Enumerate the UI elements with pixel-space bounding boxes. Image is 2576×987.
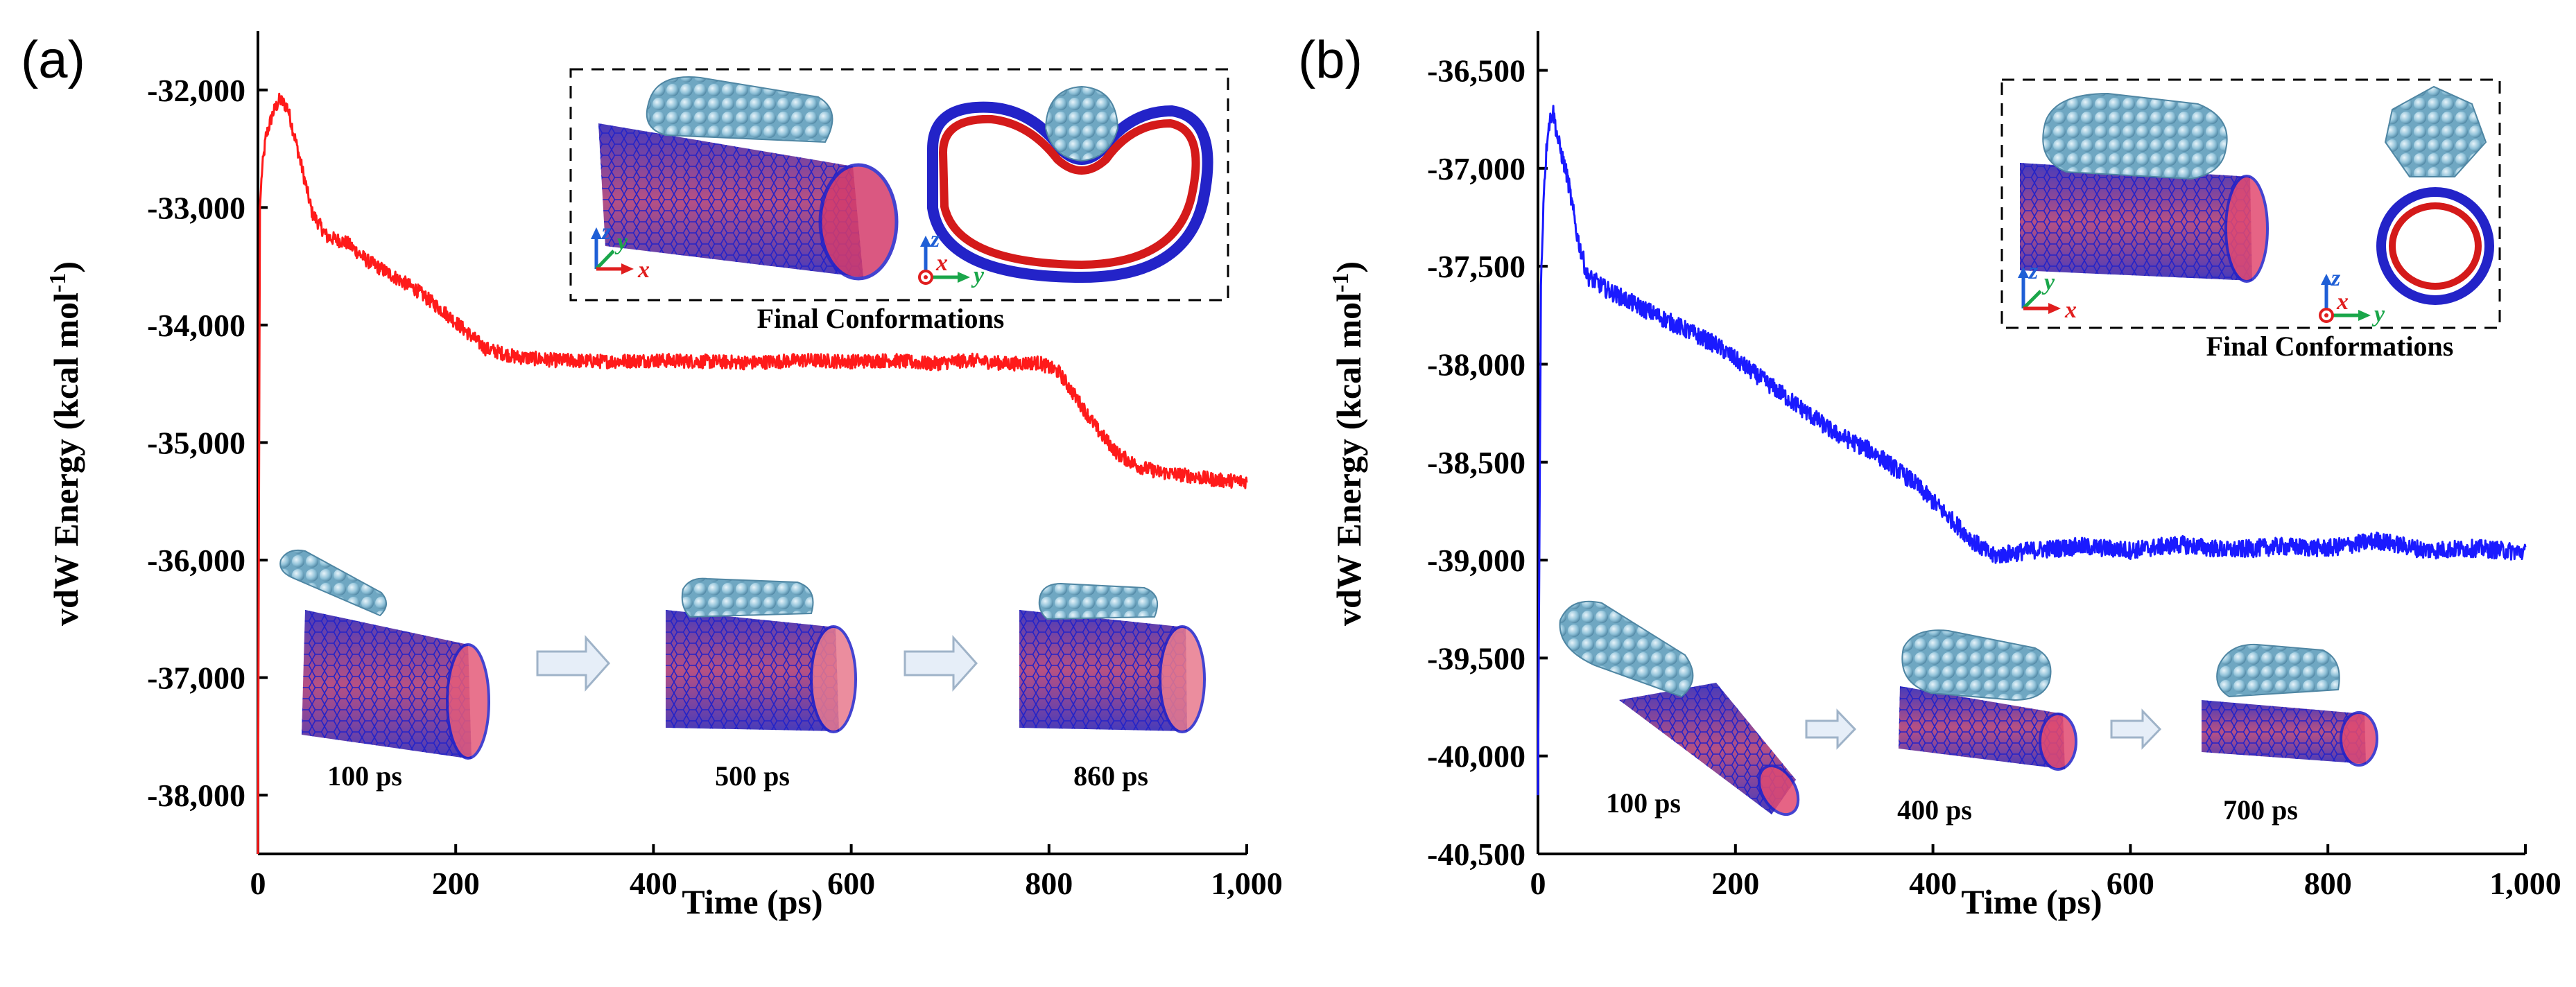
series-line <box>257 92 1248 855</box>
snapshot-100ps: 100 ps <box>1559 600 1800 819</box>
snapshot-label: 100 ps <box>327 760 402 792</box>
x-tick-label: 800 <box>1025 866 1073 901</box>
y-axis-title: vdW Energy (kcal mol-1) <box>45 261 85 626</box>
x-axis-title: Time (ps) <box>682 882 822 921</box>
axis-y-label: y <box>971 263 985 288</box>
snapshot-label: 500 ps <box>715 760 790 792</box>
snapshot-label: 400 ps <box>1897 794 1972 826</box>
y-tick-label: -38,500 <box>1427 445 1525 480</box>
axis-x-label: x <box>637 257 650 283</box>
y-tick-labels: -40,500 -40,000 -39,500 -39,000 -38,500 -38,0… <box>1427 53 1525 872</box>
snapshot-sequence: 100 ps 500 ps 860 ps <box>279 549 1206 792</box>
axis-z-label: z <box>930 227 940 252</box>
axis-y-label: y <box>614 229 628 255</box>
x-tick-label: 0 <box>1530 866 1546 901</box>
axis-z-label: z <box>2331 265 2341 291</box>
axis-x-label: x <box>2336 289 2349 315</box>
inset-tube-cross-section <box>927 85 1213 283</box>
x-axis-title: Time (ps) <box>1961 882 2102 921</box>
axis-x-label: x <box>2064 297 2077 323</box>
panel-b: (b) -40,500-40,000-39,500-39,000-38,500-… <box>1298 30 2561 921</box>
inset-caption: Final Conformations <box>2206 331 2454 362</box>
inset-final-conformations: z y x z x y Final Conformations <box>569 68 1229 334</box>
y-tick-label: -39,500 <box>1427 640 1525 676</box>
snapshot-860ps: 860 ps <box>1019 582 1206 792</box>
x-tick-labels: 0 200 400 600 800 1,000 <box>250 866 1283 901</box>
x-tick-label: 600 <box>827 866 875 901</box>
inset-caption: Final Conformations <box>757 303 1005 334</box>
panel-label: (b) <box>1298 30 1363 89</box>
plot-area: -38,000 -37,000 -36,000 -35,000 -34,000 -33,0… <box>147 31 1283 901</box>
y-tick-label: -38,000 <box>1427 347 1525 382</box>
x-tick-label: 1,000 <box>1211 866 1283 901</box>
series-line <box>1537 105 2527 796</box>
inset-tube-cross-section <box>2376 85 2494 305</box>
inset-final-conformations: z y x z x y Final Conformations <box>2000 78 2501 362</box>
y-tick-label: -37,000 <box>1427 151 1525 186</box>
arrow-right <box>904 635 978 692</box>
snapshot-label: 860 ps <box>1073 760 1148 792</box>
inset-axes-left: z y x <box>2018 259 2077 323</box>
y-tick-label: -35,000 <box>147 426 245 461</box>
panel-label: (a) <box>21 30 85 89</box>
x-tick-label: 600 <box>2107 866 2154 901</box>
y-tick-label: -32,000 <box>147 73 245 108</box>
inset-axes-right: z x y <box>2319 265 2385 327</box>
y-tick-label: -38,000 <box>147 778 245 813</box>
y-tick-label: -40,500 <box>1427 837 1525 872</box>
x-tick-label: 800 <box>2304 866 2352 901</box>
x-tick-label: 400 <box>630 866 677 901</box>
axis-z-label: z <box>2028 259 2039 284</box>
inset-axes-left: z y x <box>591 219 650 283</box>
panel-a: (a) -38,000-37,000-36,000-35,000-34,000-… <box>21 30 1283 921</box>
inset-tube-side-view <box>598 76 899 281</box>
axis-y-label: y <box>2371 302 2385 327</box>
snapshot-400ps: 400 ps <box>1897 629 2077 826</box>
snapshot-100ps: 100 ps <box>279 549 490 792</box>
arrow-right <box>2110 708 2162 750</box>
inset-tube-side-view <box>2020 92 2269 283</box>
snapshot-sequence: 100 ps 400 ps 700 ps <box>1559 600 2378 826</box>
inset-axes-right: z x y <box>918 227 985 288</box>
snapshot-500ps: 500 ps <box>666 577 857 792</box>
axis-z-label: z <box>601 219 612 245</box>
arrow-right <box>536 635 611 692</box>
x-tick-labels: 0 200 400 600 800 1,000 <box>1530 866 2561 901</box>
snapshot-700ps: 700 ps <box>2202 643 2378 826</box>
axis-x-label: x <box>935 250 948 276</box>
arrow-right <box>1805 708 1857 750</box>
snapshot-label: 100 ps <box>1606 787 1681 819</box>
y-tick-label: -37,500 <box>1427 249 1525 284</box>
x-tick-label: 1,000 <box>2489 866 2561 901</box>
x-tick-label: 200 <box>432 866 480 901</box>
y-axis-title: vdW Energy (kcal mol-1) <box>1328 261 1368 626</box>
y-tick-label: -36,000 <box>147 543 245 578</box>
y-tick-label: -33,000 <box>147 190 245 225</box>
snapshot-label: 700 ps <box>2223 794 2298 826</box>
x-tick-label: 0 <box>250 866 266 901</box>
y-tick-label: -34,000 <box>147 308 245 343</box>
x-tick-label: 400 <box>1909 866 1957 901</box>
axis-y-label: y <box>2041 270 2055 295</box>
y-tick-label: -36,500 <box>1427 53 1525 89</box>
y-tick-label: -40,000 <box>1427 739 1525 774</box>
x-tick-label: 200 <box>1711 866 1759 901</box>
y-tick-labels: -38,000 -37,000 -36,000 -35,000 -34,000 -33,0… <box>147 73 245 813</box>
y-tick-label: -39,000 <box>1427 543 1525 578</box>
y-tick-label: -37,000 <box>147 661 245 696</box>
plot-area: -40,500 -40,000 -39,500 -39,000 -38,500 -38,0… <box>1427 31 2561 901</box>
